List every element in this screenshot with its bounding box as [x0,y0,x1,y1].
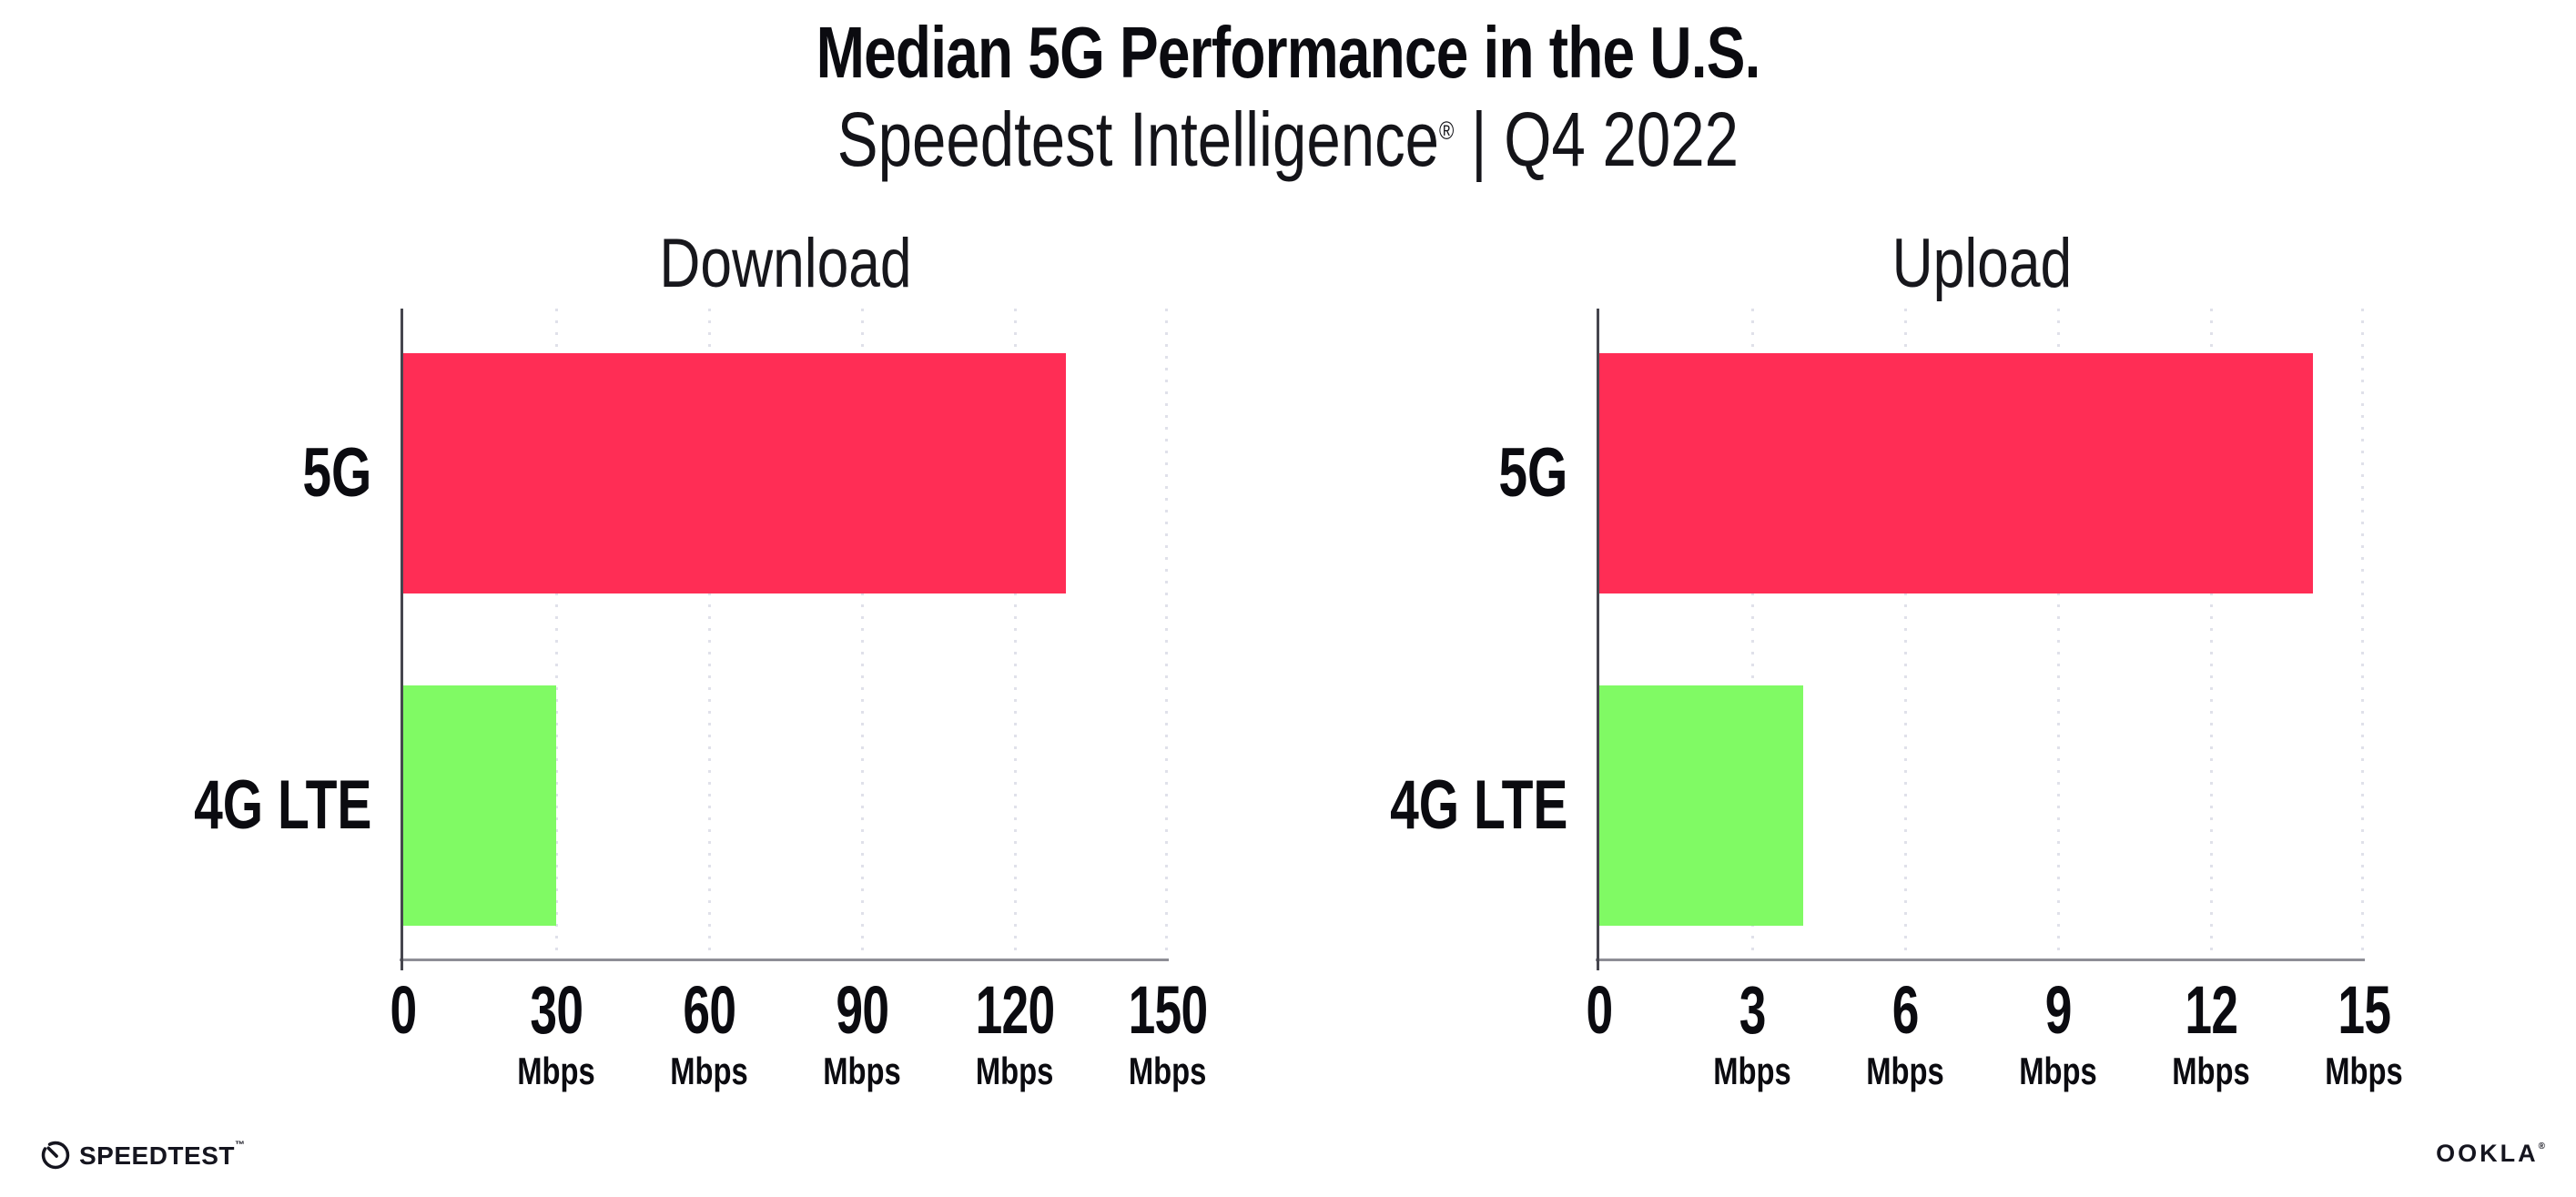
category-label-5g: 5G [112,430,371,517]
gauge-needle [46,1146,58,1158]
category-label-text: 5G [1497,434,1567,512]
x-tick-unit: Mbps [2172,1050,2250,1092]
x-tick-9: 9 Mbps [2008,977,2108,1091]
category-label-4g-lte: 4G LTE [1308,762,1567,849]
x-tick-3: 3 Mbps [1702,977,1802,1091]
x-tick-60: 60 Mbps [659,977,759,1091]
x-tick-12: 12 Mbps [2161,977,2261,1091]
gridline-9 [2057,309,2060,959]
x-axis-line [400,959,1169,961]
x-tick-value: 30 [530,972,583,1048]
gridline-150 [1165,309,1168,959]
category-label-5g: 5G [1308,430,1567,517]
x-tick-90: 90 Mbps [812,977,912,1091]
x-tick-value: 3 [1739,972,1767,1048]
subtitle-brand: Speedtest Intelligence [837,96,1440,182]
x-axis-line [1596,959,2365,961]
category-label-text: 5G [301,434,371,512]
gridline-30 [555,309,558,959]
gridline-6 [1904,309,1907,959]
x-tick-unit: Mbps [823,1050,901,1092]
ookla-registered-mark: ® [2538,1141,2545,1151]
x-tick-0: 0 [1581,977,1618,1044]
gridline-12 [2210,309,2213,959]
registered-mark: ® [1439,117,1455,145]
x-tick-unit: Mbps [976,1050,1054,1092]
page-title: Median 5G Performance in the U.S. [0,13,2576,93]
page-subtitle: Speedtest Intelligence® | Q4 2022 [0,96,2576,182]
download-chart: Download 0 30 Mbps 60 Mbps 90 Mbps 120 Mbps 150 Mb… [112,228,1209,1120]
category-label-4g-lte: 4G LTE [112,762,371,849]
page-subtitle-text: Speedtest Intelligence® | Q4 2022 [837,96,1739,182]
x-tick-value: 150 [1128,972,1208,1048]
upload-bar-4g-lte [1599,685,1803,927]
x-axis-ticks: 0 30 Mbps 60 Mbps 90 Mbps 120 Mbps 150 Mbps [112,977,1209,1113]
x-tick-unit: Mbps [517,1050,595,1092]
x-tick-unit: Mbps [2325,1050,2403,1092]
x-tick-unit: Mbps [1866,1050,1944,1092]
page-title-text: Median 5G Performance in the U.S. [816,12,1761,93]
ookla-wordmark: OOKLA [2436,1140,2539,1167]
subtitle-period: | Q4 2022 [1454,96,1739,182]
gridline-15 [2361,309,2364,959]
x-tick-15: 15 Mbps [2314,977,2414,1091]
category-label-text: 4G LTE [1389,766,1567,844]
chart-heading-text: Download [659,225,912,302]
x-tick-120: 120 Mbps [960,977,1070,1091]
gridline-90 [861,309,864,959]
x-axis-ticks: 0 3 Mbps 6 Mbps 9 Mbps 12 Mbps 15 Mbps [1308,977,2403,1113]
download-bar-4g-lte [403,685,556,927]
x-tick-value: 0 [390,972,418,1048]
x-tick-unit: Mbps [2019,1050,2097,1092]
chart-heading: Download [403,228,1168,300]
speedtest-gauge-icon [41,1141,70,1170]
x-tick-unit: Mbps [670,1050,748,1092]
chart-heading-text: Upload [1891,225,2072,302]
x-tick-value: 0 [1586,972,1614,1048]
x-tick-value: 60 [683,972,736,1048]
upload-chart: Upload 0 3 Mbps 6 Mbps 9 Mbps 12 Mbps 15 Mbps 5G 4G… [1308,228,2403,1120]
x-tick-150: 150 Mbps [1113,977,1222,1091]
plot-area [1596,309,2365,970]
x-tick-30: 30 Mbps [506,977,606,1091]
gridline-120 [1014,309,1017,959]
x-tick-value: 120 [975,972,1055,1048]
download-bar-5g [403,353,1066,594]
gridline-3 [1751,309,1754,959]
upload-bar-5g [1599,353,2313,594]
x-tick-0: 0 [385,977,421,1044]
ookla-logo: OOKLA® [2436,1140,2545,1168]
x-tick-value: 90 [836,972,889,1048]
x-tick-value: 12 [2185,972,2238,1048]
x-tick-value: 6 [1891,972,1920,1048]
gridline-60 [708,309,711,959]
category-label-text: 4G LTE [193,766,371,844]
x-tick-unit: Mbps [1713,1050,1791,1092]
speedtest-logo: SPEEDTEST™ [40,1140,245,1171]
x-tick-unit: Mbps [1129,1050,1207,1092]
trademark-mark: ™ [234,1140,246,1151]
plot-area [400,309,1169,970]
chart-heading: Upload [1599,228,2364,300]
speedtest-wordmark: SPEEDTEST [79,1141,235,1170]
speedtest-logo-text: SPEEDTEST™ [79,1140,245,1171]
y-axis-line [1597,309,1599,970]
x-tick-value: 15 [2338,972,2391,1048]
x-tick-6: 6 Mbps [1855,977,1955,1091]
x-tick-value: 9 [2044,972,2073,1048]
y-axis-line [401,309,403,970]
